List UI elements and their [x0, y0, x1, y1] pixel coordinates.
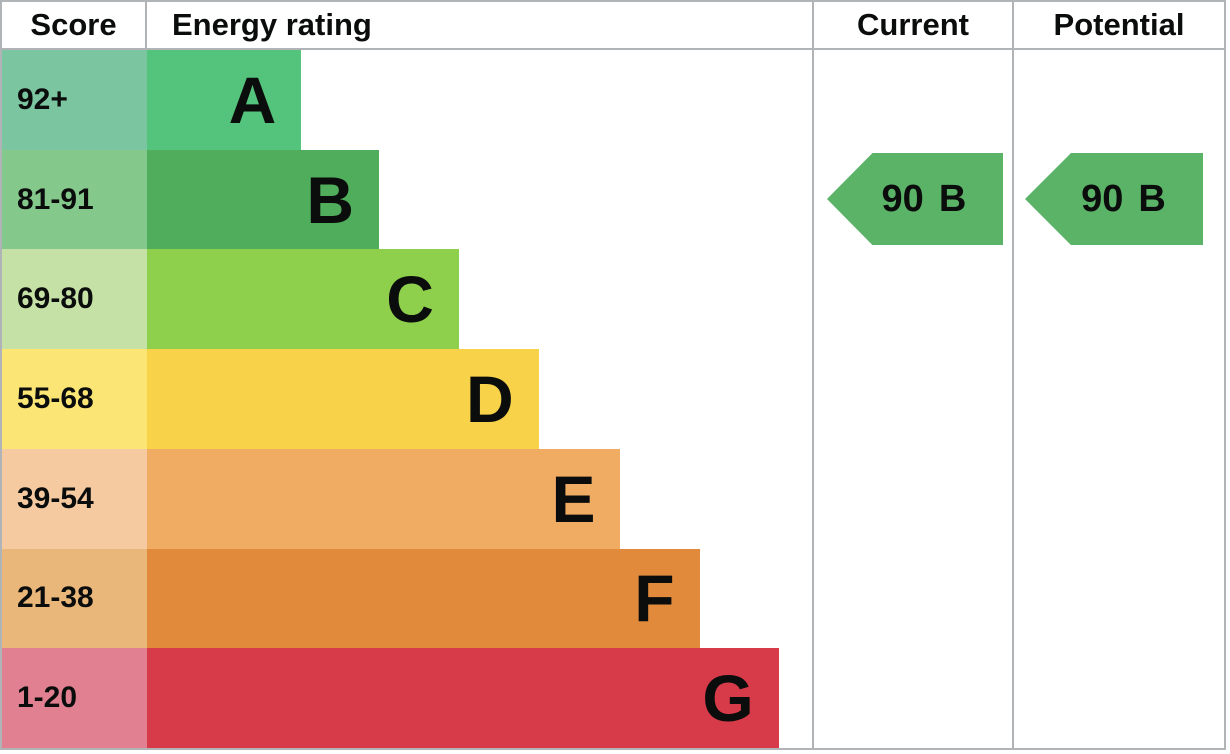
potential-rating-arrow: 90 B: [1025, 152, 1203, 246]
current-rating-band: B: [938, 177, 967, 220]
band-bar: G: [147, 648, 779, 749]
band-score-cell: 21-38: [2, 548, 147, 649]
band-score-cell: 39-54: [2, 448, 147, 549]
potential-rating-band: B: [1138, 177, 1166, 220]
band-letter: A: [228, 62, 277, 137]
potential-rating-score: 90: [1081, 177, 1124, 220]
band-bar: C: [147, 249, 459, 350]
potential-column: 90 B: [1012, 50, 1224, 748]
band-letter: G: [702, 661, 754, 736]
band-letter: B: [306, 162, 355, 237]
current-column: 90 B: [812, 50, 1012, 748]
band-row-f: 21-38 F: [2, 548, 812, 649]
band-bar-area: A: [147, 50, 812, 150]
band-score-cell: 55-68: [2, 349, 147, 449]
bands-area: 92+ A 81-91 B 69-80 C 55-68: [2, 50, 812, 749]
band-bar: E: [147, 448, 621, 549]
score-column-header: Score: [2, 2, 147, 48]
band-letter: F: [634, 561, 675, 636]
band-bar-area: C: [147, 249, 812, 350]
band-bar: A: [147, 50, 302, 150]
band-row-c: 69-80 C: [2, 249, 812, 350]
potential-column-header: Potential: [1012, 2, 1224, 48]
chart-header-row: Score Energy rating Current Potential: [2, 2, 1224, 50]
current-column-header: Current: [812, 2, 1012, 48]
band-letter: D: [466, 362, 514, 437]
current-rating-arrow: 90 B: [827, 152, 1003, 246]
band-bar-area: G: [147, 648, 812, 749]
current-rating-score: 90: [881, 177, 924, 220]
energy-rating-column-header: Energy rating: [172, 7, 372, 42]
band-bar: F: [147, 548, 700, 649]
band-bar-area: D: [147, 349, 812, 449]
band-row-d: 55-68 D: [2, 349, 812, 449]
band-score-cell: 1-20: [2, 648, 147, 749]
band-score-cell: 69-80: [2, 249, 147, 350]
band-row-e: 39-54 E: [2, 448, 812, 549]
chart-body: 92+ A 81-91 B 69-80 C 55-68: [2, 50, 1224, 749]
band-row-b: 81-91 B: [2, 149, 812, 250]
band-row-a: 92+ A: [2, 50, 812, 150]
band-score-cell: 92+: [2, 50, 147, 150]
band-letter: C: [386, 262, 434, 337]
band-score-cell: 81-91: [2, 149, 147, 250]
band-bar-area: B: [147, 149, 812, 250]
band-letter: E: [551, 461, 596, 536]
band-bar: B: [147, 149, 380, 250]
band-row-g: 1-20 G: [2, 648, 812, 749]
band-bar-area: E: [147, 448, 812, 549]
band-bar: D: [147, 349, 539, 449]
band-bar-area: F: [147, 548, 812, 649]
